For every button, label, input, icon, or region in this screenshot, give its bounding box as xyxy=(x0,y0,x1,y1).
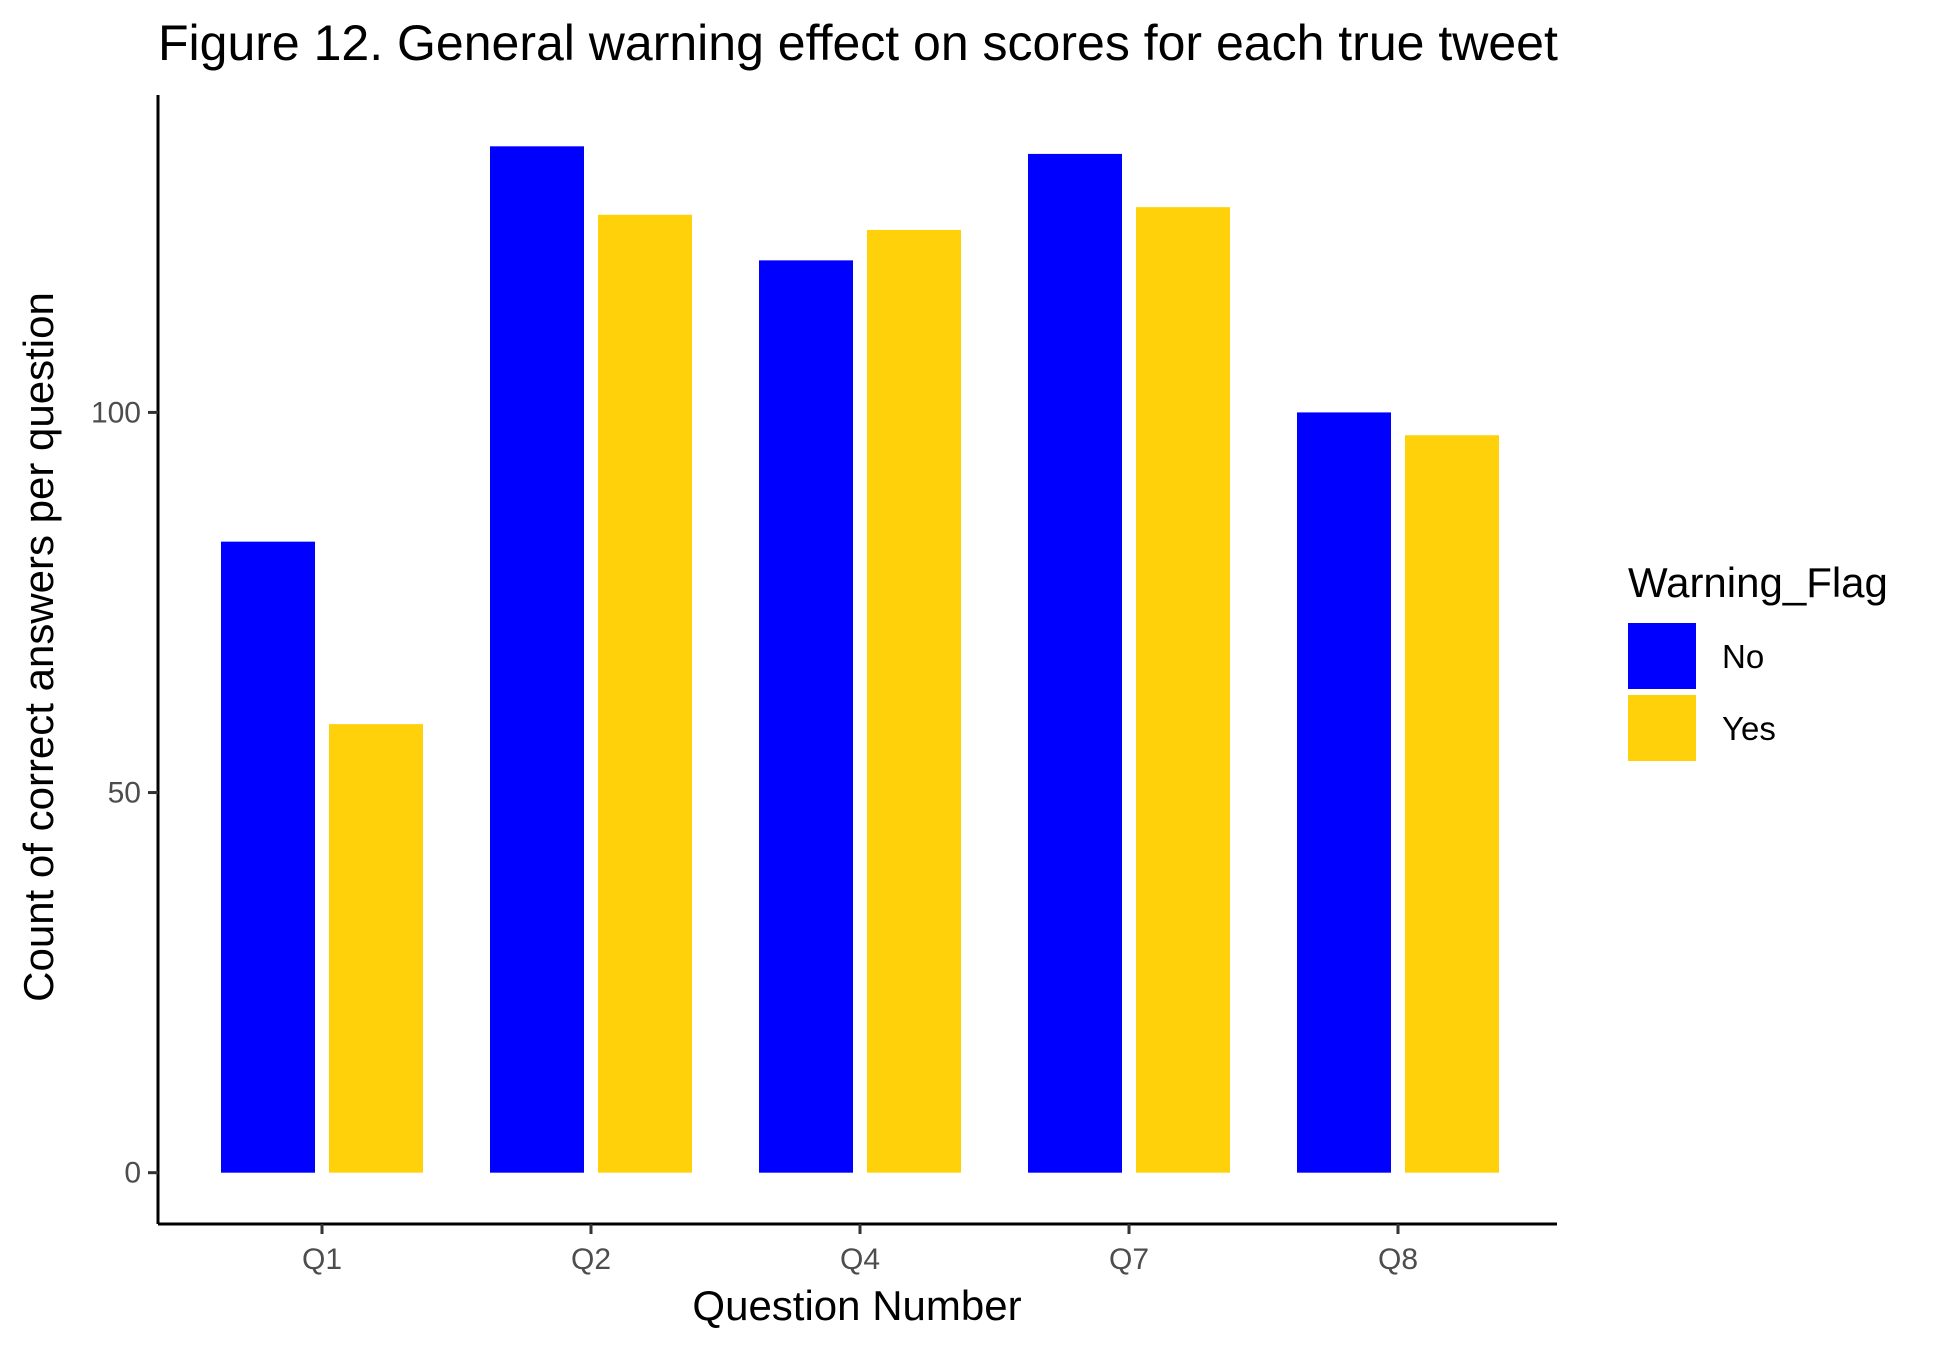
bar-q1-yes xyxy=(329,724,423,1173)
y-axis-title: Count of correct answers per question xyxy=(15,292,62,1002)
legend-items: No Yes xyxy=(1628,623,1776,761)
bar-q1-no xyxy=(221,541,315,1173)
y-tick-label: 50 xyxy=(108,777,141,810)
bar-q4-yes xyxy=(867,229,961,1173)
x-tick-label: Q7 xyxy=(1109,1243,1149,1276)
x-tick-label: Q4 xyxy=(840,1243,880,1276)
x-tick-label: Q2 xyxy=(571,1243,611,1276)
bar-q4-no xyxy=(759,260,853,1173)
x-axis-title: Question Number xyxy=(692,1282,1021,1329)
legend-swatch-yes xyxy=(1628,695,1696,761)
bar-q2-yes xyxy=(598,214,692,1173)
legend-label-no: No xyxy=(1722,638,1764,675)
x-ticks-group: Q1 Q2 Q4 Q7 Q8 xyxy=(302,1224,1418,1276)
legend-title: Warning_Flag xyxy=(1628,559,1888,606)
bar-q7-no xyxy=(1028,153,1122,1173)
bar-q8-no xyxy=(1297,412,1391,1173)
x-tick-label: Q1 xyxy=(302,1243,342,1276)
y-ticks-group: 0 50 100 xyxy=(91,396,158,1190)
bar-q7-yes xyxy=(1136,207,1230,1173)
legend-label-yes: Yes xyxy=(1722,710,1776,747)
bar-q2-no xyxy=(490,146,584,1173)
plot-area: 0 50 100 Q1 Q2 Q4 Q7 Q8 xyxy=(91,95,1557,1276)
bar-q8-yes xyxy=(1405,435,1499,1173)
chart-title: Figure 12. General warning effect on sco… xyxy=(158,15,1558,71)
bars-group xyxy=(221,146,1499,1173)
legend-swatch-no xyxy=(1628,623,1696,689)
legend: Warning_Flag No Yes xyxy=(1628,559,1888,761)
y-tick-label: 100 xyxy=(91,396,141,429)
y-tick-label: 0 xyxy=(124,1157,141,1190)
x-tick-label: Q8 xyxy=(1378,1243,1418,1276)
